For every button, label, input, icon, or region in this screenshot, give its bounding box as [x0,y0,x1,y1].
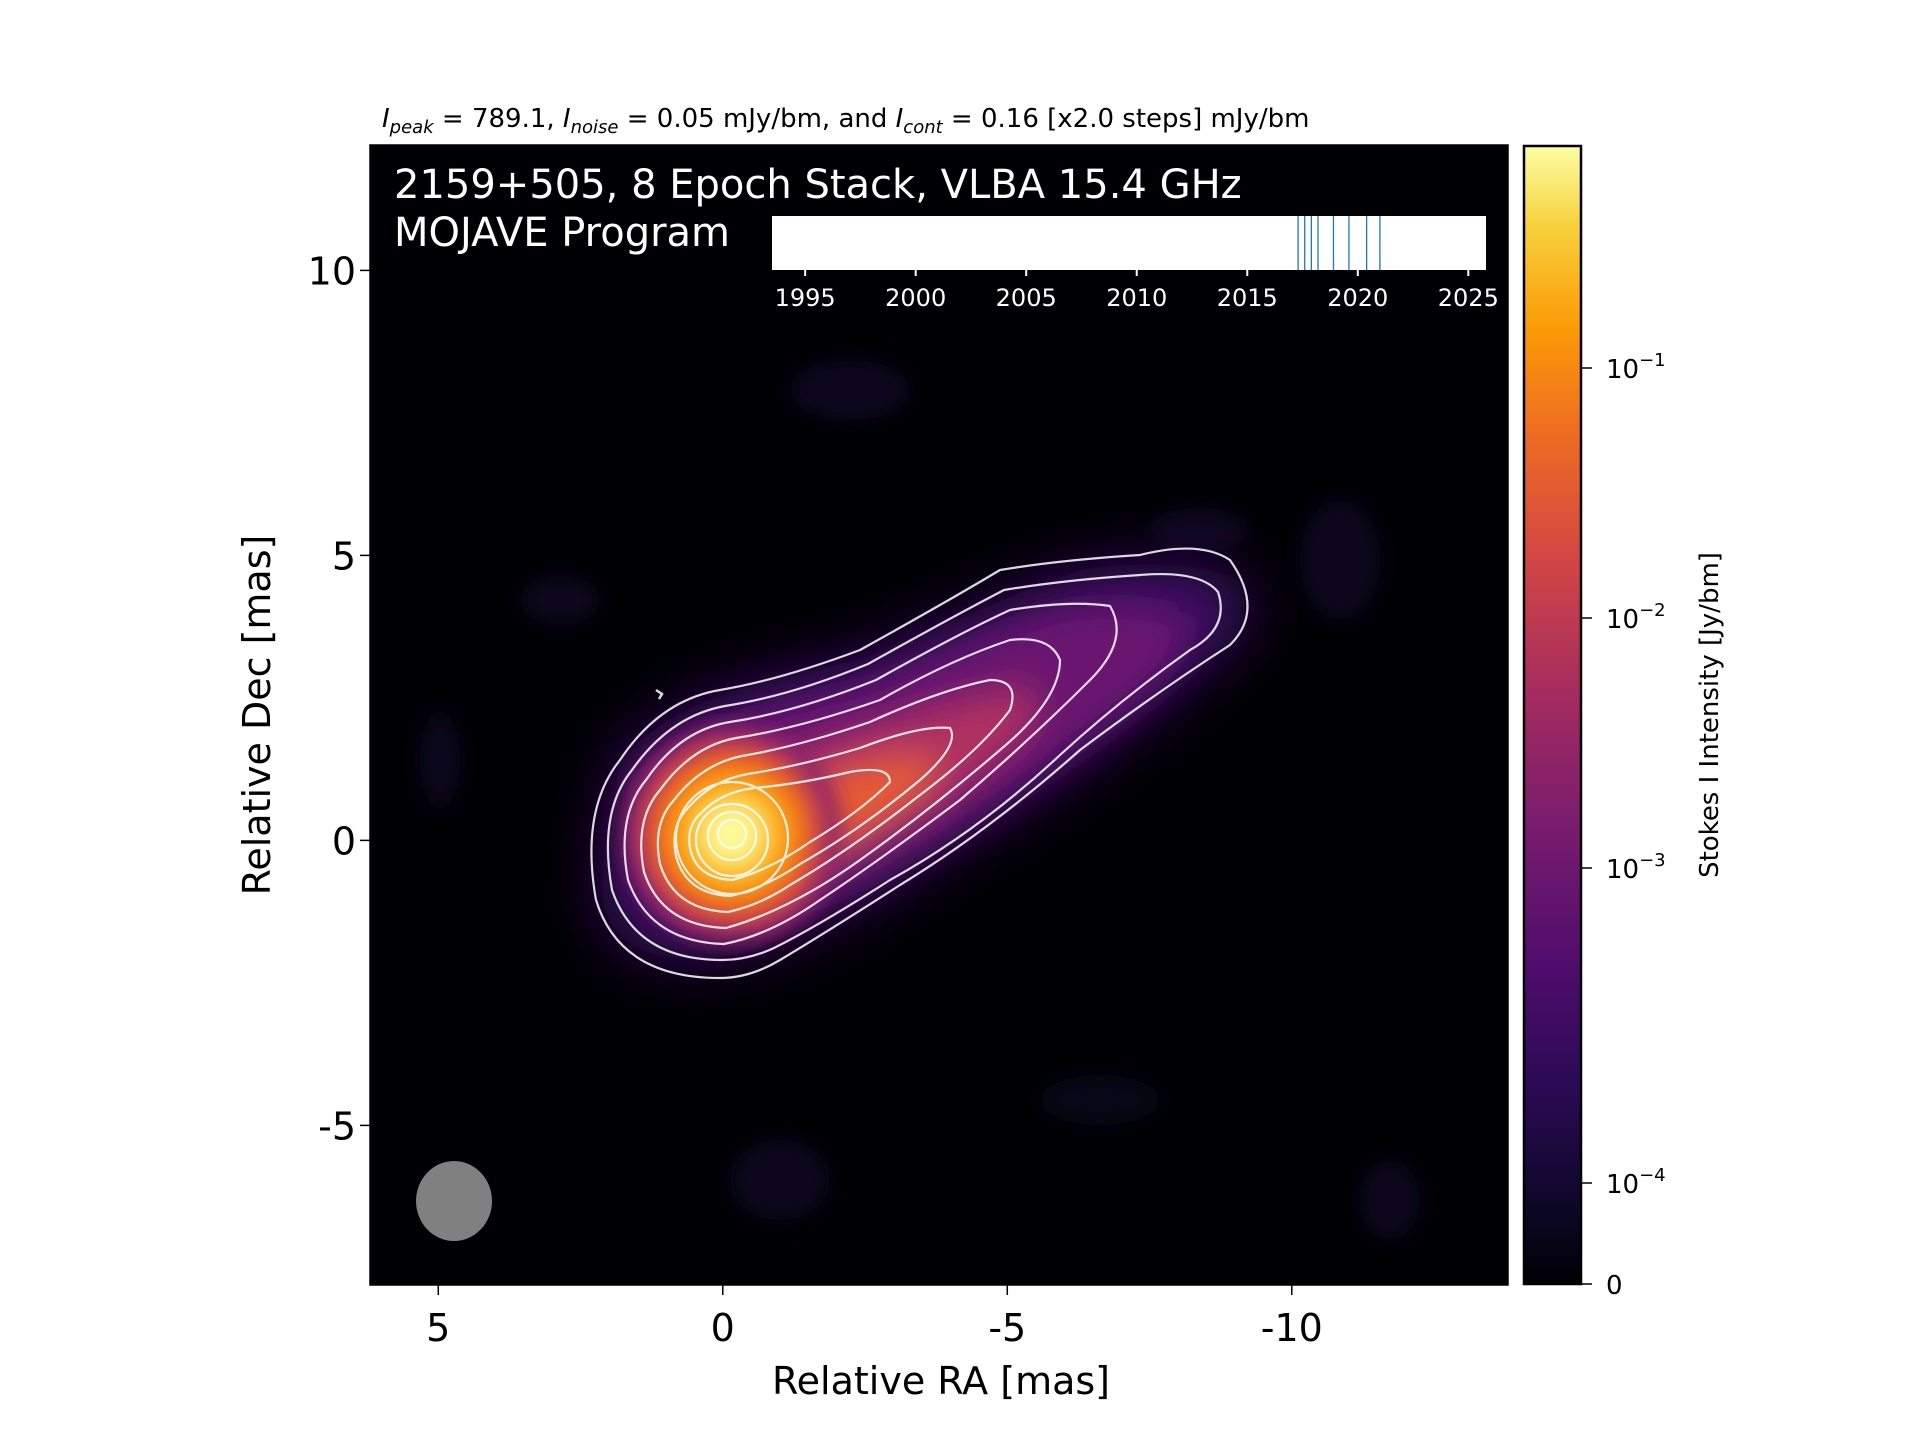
x-tick-label: 0 [711,1306,735,1350]
image-panel: 2159+505, 8 Epoch Stack, VLBA 15.4 GHz M… [369,144,1509,1286]
epoch-tick-label: 2020 [1327,284,1388,312]
epoch-timeline-box [772,216,1486,270]
colorbar-tick-label: 0 [1606,1271,1623,1301]
colorbar-gradient [1522,144,1583,1286]
x-tick-label: 5 [426,1306,450,1350]
header-stats: Ipeak = 789.1, Inoise = 0.05 mJy/bm, and… [382,104,1309,138]
plot-title-line2: MOJAVE Program [394,210,730,256]
y-axis-label: Relative Dec [mas] [235,535,279,896]
x-axis-label: Relative RA [mas] [772,1359,1110,1403]
y-tick-label: 5 [332,534,356,578]
intensity-map [420,360,1420,1240]
colorbar-label: Stokes I Intensity [Jy/bm] [1695,552,1725,878]
plot-title-line1: 2159+505, 8 Epoch Stack, VLBA 15.4 GHz [394,162,1242,208]
colorbar-tick-label: 10−3 [1606,850,1666,885]
colorbar: 10−1 10−2 10−3 10−4 0 Stokes I Intensity [Jy… [1522,144,1725,1301]
beam-ellipse [416,1161,492,1241]
y-tick-label: 0 [332,819,356,863]
contour-lines [590,547,1249,980]
x-tick-label: -10 [1261,1306,1323,1350]
colorbar-tick-label: 10−4 [1606,1165,1666,1200]
y-tick-label: -5 [318,1104,356,1148]
plot-frame [369,144,1509,1286]
x-tick-label: -5 [988,1306,1026,1350]
colorbar-tick-label: 10−1 [1606,350,1666,385]
epoch-tick-label: 2010 [1106,284,1167,312]
epoch-timeline: 1995 2000 2005 2010 2015 2020 2025 [772,216,1499,312]
epoch-tick-label: 2025 [1438,284,1499,312]
epoch-tick-label: 2005 [996,284,1057,312]
colorbar-tick-label: 10−2 [1606,600,1666,635]
y-tick-label: 10 [308,249,356,293]
epoch-tick-label: 1995 [775,284,836,312]
epoch-tick-label: 2015 [1217,284,1278,312]
epoch-tick-label: 2000 [885,284,946,312]
